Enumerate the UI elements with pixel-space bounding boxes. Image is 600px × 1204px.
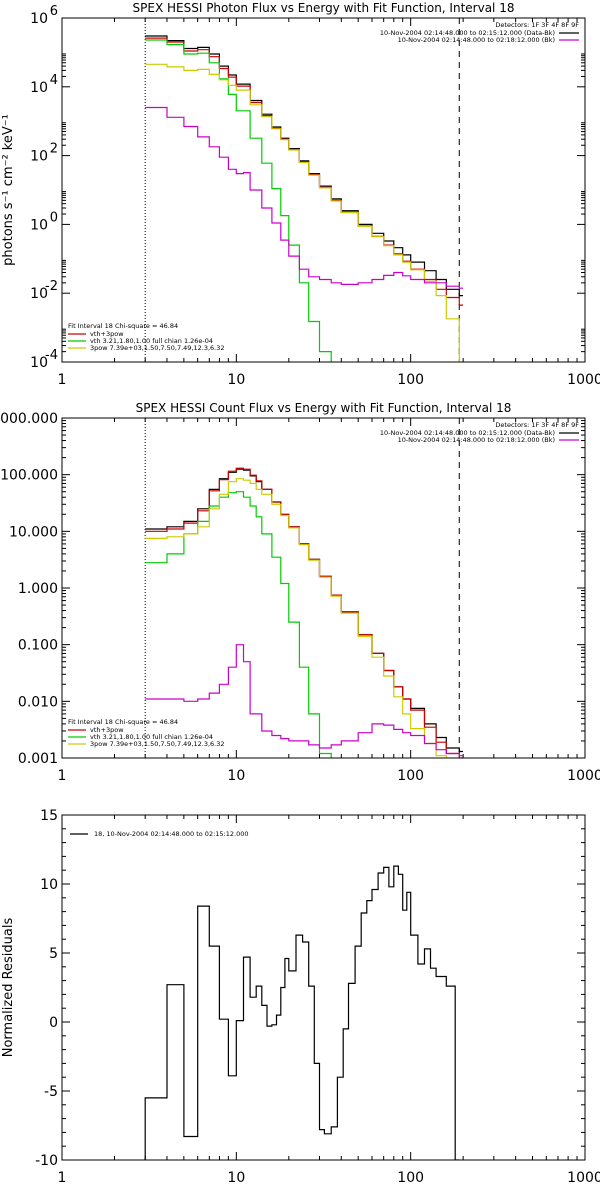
y-tick-label: 10: [30, 80, 48, 96]
chart-3: 1 10 100 1000 -10 -5 0 5 10 15 Normalized Residual…: [1, 808, 600, 1186]
series-line-4: [145, 478, 447, 758]
y-axis-label: photons s⁻¹ cm⁻² keV⁻¹: [1, 114, 16, 266]
y-tick-label: 10: [40, 877, 58, 893]
series-line-4: [145, 63, 460, 362]
legend-entry: 10-Nov-2004 02:14:48.000 to 02:18:12.000…: [398, 36, 555, 44]
fit-legend-entry: 3pow 7.39e+03,1.50,7.50,7.49,12.3,6.32: [90, 740, 225, 748]
series-line-3: [145, 39, 332, 362]
fit-legend-entry: vth 3.21,1.80,1.00 full chian 1.26e-04: [90, 337, 213, 345]
legend-entry: 10-Nov-2004 02:14:48.000 to 02:18:12.000…: [398, 436, 555, 444]
plot-frame: [61, 417, 586, 759]
y-tick-label: 10: [30, 11, 48, 27]
series-group: [145, 35, 463, 362]
y-tick-label: 0.001: [18, 751, 58, 767]
x-tick-label: 100: [397, 372, 424, 388]
series-group: [145, 467, 463, 758]
x-tick-label: 1000: [567, 768, 600, 784]
y-tick-exponent: 6: [50, 4, 58, 19]
x-tick-label: 100: [397, 768, 424, 784]
y-tick-label: 0: [49, 1015, 58, 1031]
chart-2: SPEX HESSI Count Flux vs Energy with Fit…: [0, 401, 600, 784]
y-tick-label: 1000.000: [0, 411, 58, 427]
legend-entry: 10-Nov-2004 02:14:48.000 to 02:15:12.000…: [380, 429, 555, 437]
series-line-2: [145, 37, 463, 306]
fit-legend-entry: 3pow 7.39e+03,1.50,7.50,7.49,12.3,6.32: [90, 344, 225, 352]
x-tick-label: 10: [227, 768, 245, 784]
fit-legend-entry: vth+3pow: [90, 726, 124, 734]
y-tick-label: 5: [49, 946, 58, 962]
plot-frame: [61, 17, 586, 363]
series-line-1: [144, 865, 460, 1160]
y-tick-label: -10: [35, 1153, 58, 1169]
y-tick-label: 15: [40, 808, 58, 824]
series-line-3: [145, 491, 332, 758]
x-tick-label: 1000: [567, 372, 600, 388]
fit-legend-header: Fit Interval 18 Chi-square = 46.84: [68, 718, 178, 726]
x-tick-label: 10: [227, 1170, 245, 1186]
y-tick-exponent: -2: [45, 279, 58, 294]
plot-frame: [61, 814, 586, 1161]
chart-title: SPEX HESSI Count Flux vs Energy with Fit…: [136, 401, 512, 415]
x-tick-label: 100: [397, 1170, 424, 1186]
y-tick-exponent: 4: [50, 73, 58, 88]
x-tick-label: 1: [58, 1170, 67, 1186]
y-axis-label: Normalized Residuals: [1, 918, 16, 1058]
y-tick-label: 0.100: [18, 638, 58, 654]
x-tick-label: 10: [227, 372, 245, 388]
series-line-5: [145, 106, 463, 289]
y-tick-label: 10: [30, 286, 48, 302]
series-line-5: [145, 644, 463, 757]
y-tick-label: 0.010: [18, 694, 58, 710]
y-tick-label: 10: [30, 149, 48, 165]
y-tick-exponent: -4: [45, 348, 58, 363]
y-tick-label: 10.000: [9, 524, 58, 540]
y-tick-label: 100.000: [0, 468, 58, 484]
chart-title: SPEX HESSI Photon Flux vs Energy with Fi…: [133, 1, 515, 15]
x-tick-label: 1: [58, 372, 67, 388]
chart-1: SPEX HESSI Photon Flux vs Energy with Fi…: [1, 1, 600, 388]
legend-detectors: Detectors: 1F 3F 4F 8F 9F: [495, 421, 579, 429]
fit-legend-entry: vth+3pow: [90, 330, 124, 338]
fit-legend-entry: vth 3.21,1.80,1.00 full chian 1.26e-04: [90, 733, 213, 741]
series-line-1: [145, 35, 463, 297]
legend-detectors: Detectors: 1F 3F 4F 8F 9F: [495, 21, 579, 29]
y-tick-label: 10: [30, 217, 48, 233]
series-line-2: [145, 467, 463, 758]
y-tick-exponent: 0: [50, 210, 58, 225]
series-group: [144, 865, 460, 1160]
y-tick-label: 10: [30, 355, 48, 371]
x-tick-label: 1000: [567, 1170, 600, 1186]
x-tick-label: 1: [58, 768, 67, 784]
legend-entry: 10-Nov-2004 02:14:48.000 to 02:15:12.000…: [380, 29, 555, 37]
y-tick-label: -5: [44, 1084, 58, 1100]
residual-legend-entry: 18, 10-Nov-2004 02:14:48.000 to 02:15:12…: [94, 830, 248, 838]
series-line-1: [145, 468, 463, 753]
y-tick-exponent: 2: [50, 142, 58, 157]
fit-legend-header: Fit Interval 18 Chi-square = 46.84: [68, 322, 178, 330]
y-tick-label: 1.000: [18, 581, 58, 597]
